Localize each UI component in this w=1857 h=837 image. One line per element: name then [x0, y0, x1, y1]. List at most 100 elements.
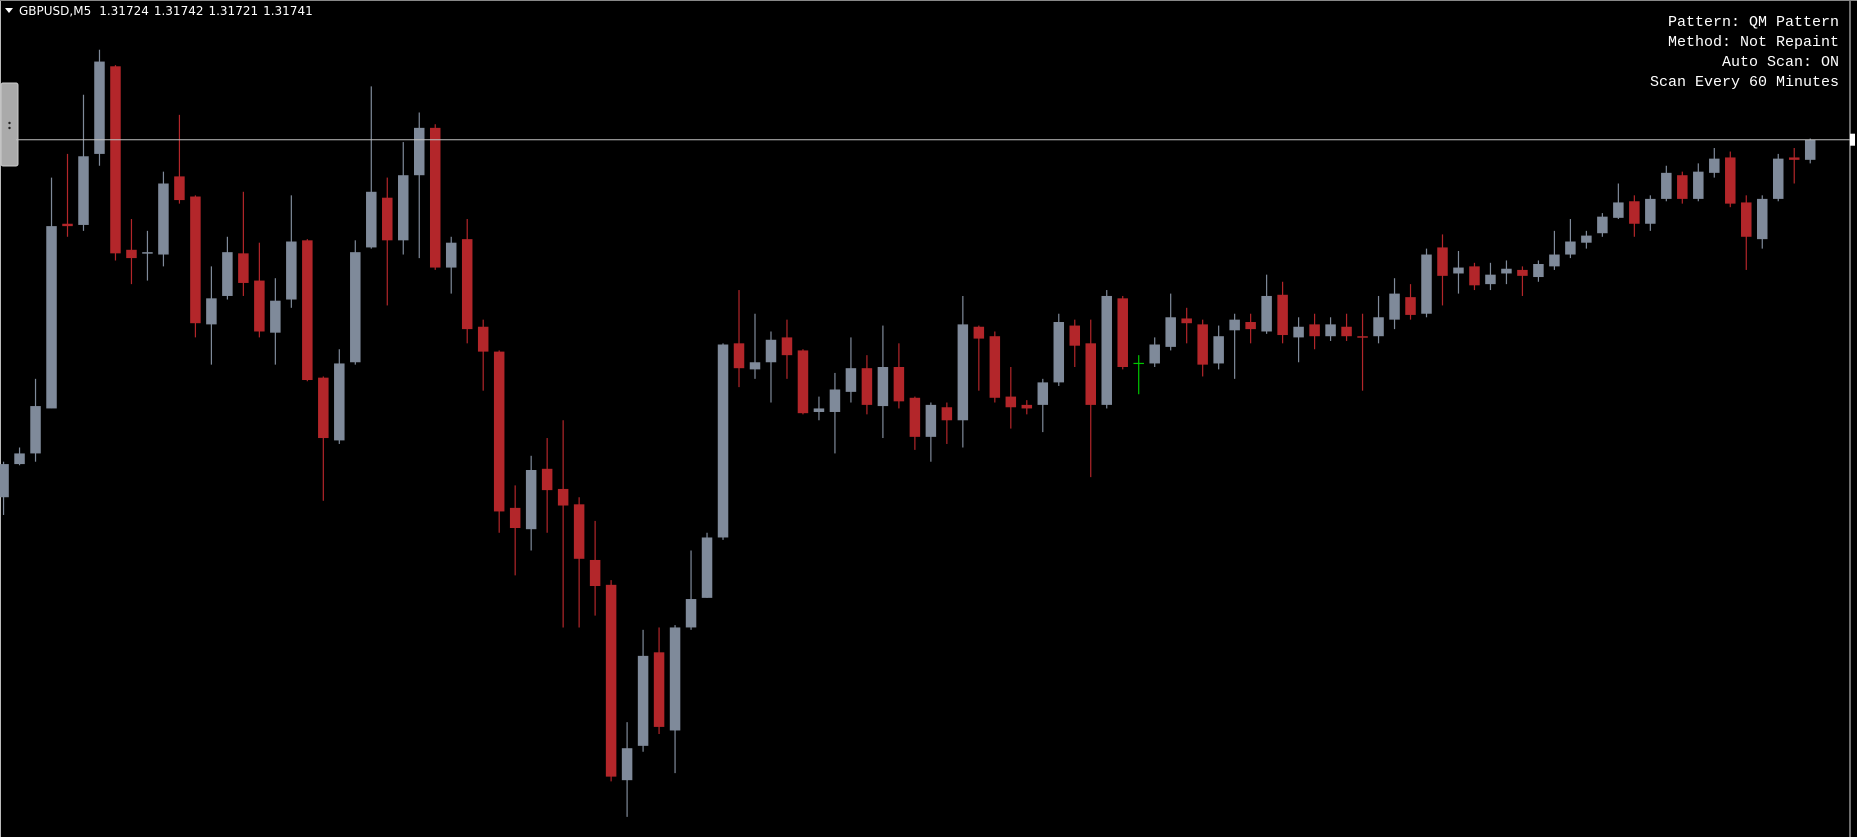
candle-body [781, 337, 793, 356]
last-high: 1.31742 [154, 4, 204, 18]
candle-body [1005, 396, 1017, 408]
info-line: Method: Not Repaint [1668, 34, 1839, 51]
candle-body [1101, 295, 1112, 405]
candle-body [589, 559, 601, 587]
side-panel-handle[interactable] [0, 82, 19, 167]
candle-body [1341, 326, 1352, 337]
candle-body [270, 300, 281, 333]
candle-body [461, 239, 473, 330]
candle-body [1517, 269, 1528, 276]
candle-body [1389, 293, 1400, 320]
candle-body [957, 324, 969, 421]
candle-body [813, 408, 825, 412]
candle-body [1245, 322, 1256, 330]
candle-body [1501, 268, 1512, 274]
candle-body [174, 176, 185, 201]
candle-body [1053, 322, 1065, 383]
candle-body [1565, 241, 1576, 255]
candle-body [1421, 254, 1432, 314]
candle-body [1021, 404, 1033, 409]
last-open: 1.31724 [99, 4, 149, 18]
candle-body [845, 368, 857, 392]
info-line: Pattern: QM Pattern [1668, 14, 1839, 31]
last-low: 1.31721 [208, 4, 258, 18]
candle-body [621, 748, 633, 781]
candle-body [509, 507, 521, 529]
candle-body [1261, 295, 1272, 332]
candle-body [573, 504, 585, 559]
candle-body [829, 389, 841, 412]
candle-body [733, 343, 745, 369]
candle-body [1453, 267, 1464, 274]
candle-body [1645, 198, 1656, 224]
candle-body [382, 197, 393, 241]
candle-body [493, 351, 505, 512]
candle-body [46, 226, 57, 409]
candle-body [797, 350, 809, 414]
candle-body [909, 397, 921, 437]
candle-body [142, 252, 153, 254]
candle-body [1772, 158, 1784, 199]
candle-body [158, 183, 169, 255]
candle-body [398, 175, 409, 241]
candle-body [1117, 298, 1128, 368]
candle-body [1581, 235, 1592, 243]
candle-body [765, 339, 777, 363]
candle-body [1165, 317, 1176, 347]
candle-body [1293, 326, 1304, 338]
candle-body [1549, 254, 1560, 267]
menu-triangle[interactable] [5, 8, 13, 13]
candle-body [1788, 157, 1800, 160]
candle-body [126, 249, 137, 259]
candle-body [190, 196, 201, 324]
candle-body [1405, 297, 1416, 315]
candle-body [877, 367, 889, 407]
candle-body [1485, 274, 1496, 285]
candle-body [366, 191, 377, 248]
candle-body [1149, 344, 1160, 364]
candle-body [1197, 324, 1208, 365]
candle-body [1597, 216, 1608, 234]
candle-body [350, 252, 361, 363]
candle-body [1437, 247, 1448, 276]
candle-body [893, 367, 905, 402]
candle-body [541, 468, 553, 491]
candle-body [861, 368, 873, 405]
candle-body [685, 599, 697, 628]
info-panel: Pattern: QM Pattern Method: Not Repaint Au… [1650, 14, 1839, 91]
candle-body [1469, 266, 1480, 286]
candle-body [1613, 202, 1624, 218]
candle-body [1757, 198, 1768, 240]
candle-body [318, 377, 329, 439]
candle-body [557, 488, 569, 506]
candle-body [334, 363, 345, 441]
candle-body [1661, 172, 1672, 199]
candle-body [1373, 317, 1384, 337]
candle-body [302, 240, 313, 381]
candle-body [1309, 324, 1320, 337]
candle-body [413, 127, 425, 176]
candle-body [110, 66, 121, 254]
candle-body [429, 127, 441, 268]
candle-body [1533, 264, 1544, 278]
candle-body [1277, 294, 1288, 336]
candle-body [1693, 171, 1704, 199]
candle-body [286, 241, 297, 300]
candle-body [1629, 201, 1640, 224]
candle-body [30, 406, 41, 454]
candle-body [1741, 202, 1752, 237]
candle-body [1069, 325, 1081, 346]
candle-body [653, 652, 665, 727]
bid-marker [1850, 133, 1855, 146]
candle-body [989, 336, 1001, 398]
candle-body [254, 280, 265, 332]
candle-body [1229, 319, 1240, 331]
candle-body [62, 223, 73, 227]
candle-body [605, 584, 617, 777]
candle-body [637, 655, 649, 746]
candle-body [1725, 157, 1736, 204]
candle-body [1804, 139, 1816, 160]
candle-body [973, 326, 985, 339]
